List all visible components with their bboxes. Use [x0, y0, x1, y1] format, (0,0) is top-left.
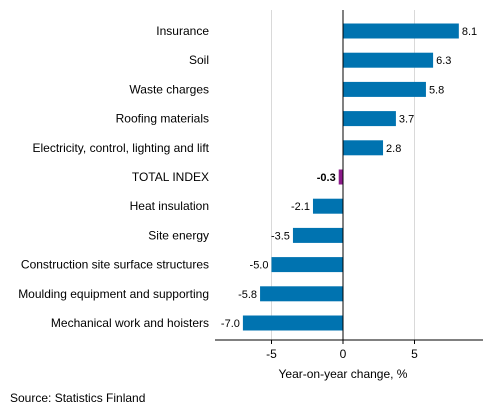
category-label: Heat insulation: [130, 199, 209, 213]
value-label: -2.1: [291, 201, 310, 213]
value-label: 8.1: [462, 26, 477, 38]
bar: [343, 140, 384, 156]
category-label: Construction site surface structures: [21, 258, 209, 272]
source-note: Source: Statistics Finland: [10, 391, 146, 405]
bar: [312, 198, 343, 214]
axes: -5 0 5: [215, 10, 483, 361]
bars: [242, 23, 459, 331]
bar: [338, 169, 343, 185]
x-tick-label: -5: [266, 347, 277, 361]
bar: [260, 286, 343, 302]
x-axis-title: Year-on-year change, %: [279, 367, 408, 381]
value-label: 3.7: [399, 114, 414, 126]
value-label: 6.3: [436, 55, 451, 67]
category-label: Electricity, control, lighting and lift: [32, 141, 209, 155]
bar: [343, 52, 434, 68]
value-label: -0.3: [317, 172, 336, 184]
value-label: -7.0: [221, 318, 240, 330]
bar: [292, 227, 343, 243]
category-labels: Insurance Soil Waste charges Roofing materi…: [18, 24, 209, 330]
category-label: Insurance: [156, 24, 209, 38]
category-label: Waste charges: [129, 82, 209, 96]
category-label: Site energy: [148, 228, 209, 242]
x-tick-label: 0: [340, 347, 347, 361]
value-label: 2.8: [386, 143, 401, 155]
bar: [271, 257, 343, 273]
category-label: Soil: [189, 53, 209, 67]
bar: [343, 23, 459, 39]
category-label: Mechanical work and hoisters: [51, 316, 209, 330]
x-tick-label: 5: [411, 347, 418, 361]
value-label: -5.0: [250, 260, 269, 272]
value-label: -5.8: [238, 289, 257, 301]
category-label: TOTAL INDEX: [132, 170, 209, 184]
value-label: -3.5: [271, 230, 290, 242]
bar: [343, 81, 426, 97]
value-labels: 8.1 6.3 5.8 3.7 2.8 -0.3 -2.1 -3.5 -5.0 -5.8 -7.0: [221, 26, 477, 330]
category-label: Moulding equipment and supporting: [18, 287, 209, 301]
bar: [242, 315, 343, 331]
value-label: 5.8: [429, 84, 444, 96]
bar: [343, 111, 396, 127]
category-label: Roofing materials: [116, 112, 209, 126]
